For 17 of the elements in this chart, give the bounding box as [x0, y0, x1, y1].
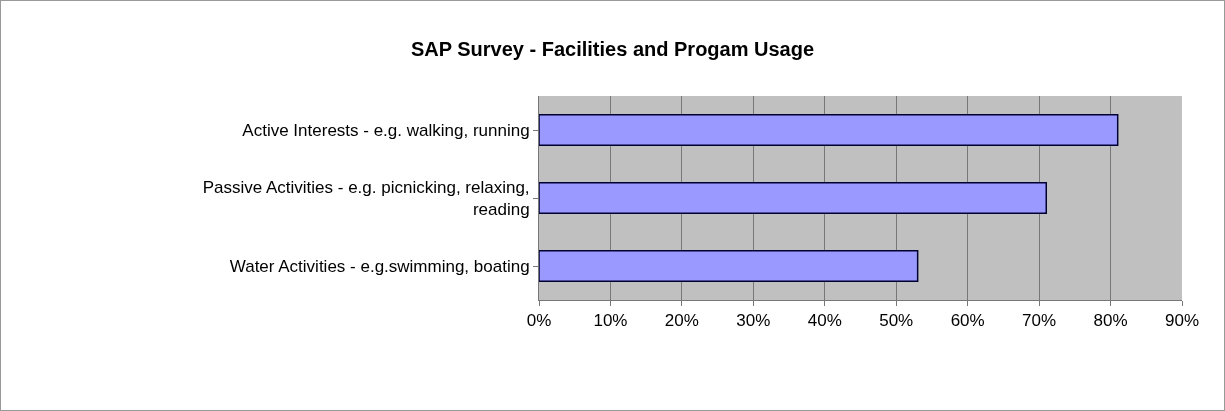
bar: [539, 249, 919, 283]
x-tick-label: 10%: [593, 311, 628, 331]
x-tick-label: 60%: [950, 311, 985, 331]
x-tick-label: 80%: [1093, 311, 1128, 331]
y-tick-label: Passive Activities - e.g. picnicking, relaxing, reading: [202, 177, 530, 219]
bar: [539, 113, 1119, 147]
y-tick-label: Active Interests - e.g. walking, running: [242, 120, 530, 140]
bar: [539, 181, 1048, 215]
y-tick-label: Water Activities - e.g.swimming, boating: [229, 256, 530, 276]
chart-title: SAP Survey - Facilities and Progam Usage: [410, 37, 815, 60]
x-tick-label: 90%: [1164, 311, 1200, 331]
x-tick-label: 40%: [807, 311, 842, 331]
x-tick-label: 70%: [1022, 311, 1057, 331]
x-tick-label: 0%: [526, 311, 552, 331]
x-tick-label: 50%: [879, 311, 914, 331]
x-tick-label: 30%: [736, 311, 771, 331]
x-tick-label: 20%: [664, 311, 699, 331]
